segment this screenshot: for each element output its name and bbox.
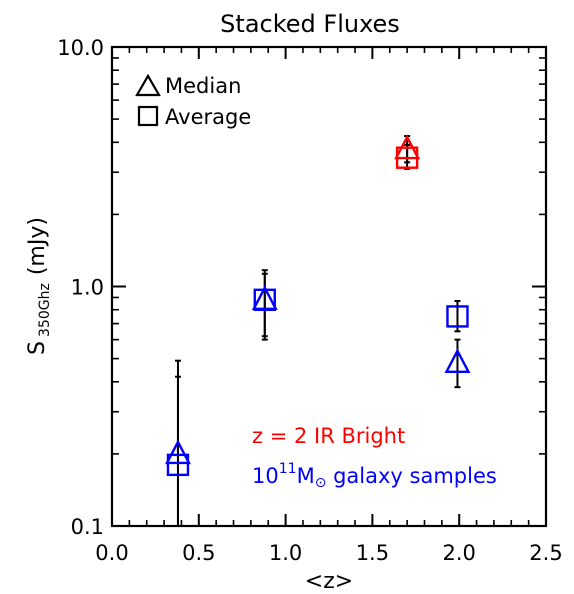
legend-triangle-marker [135, 73, 161, 97]
annotation-superscript: 11 [279, 461, 297, 477]
y-tick-label: 10.0 [57, 36, 104, 60]
annotation-ir-bright: z = 2 IR Bright [252, 424, 405, 448]
annotation-galaxy-samples: 1011M⊙ galaxy samples [252, 461, 497, 491]
annotation-sun-symbol: ⊙ [315, 475, 327, 491]
annotation-rest: galaxy samples [326, 464, 496, 488]
x-axis-ticks: 0.0 0.5 1.0 1.5 2.0 2.5 [95, 47, 563, 565]
x-tick-label: 0.0 [95, 541, 128, 565]
x-axis-label: <z> [305, 569, 353, 594]
y-axis-label-unit: (mJy) [25, 217, 50, 275]
legend-label-average: Average [165, 105, 251, 129]
average-square-marker [446, 305, 469, 328]
legend: Median Average [135, 73, 251, 129]
legend-square-marker [137, 105, 159, 127]
legend-label-median: Median [165, 74, 241, 98]
y-axis-label-subscript: 350Ghz [37, 283, 53, 337]
average-square-marker [395, 146, 419, 169]
x-tick-label: 0.5 [182, 541, 215, 565]
y-tick-label: 1.0 [71, 276, 104, 300]
x-tick-label: 1.5 [356, 541, 389, 565]
data-points [164, 134, 471, 526]
y-axis-ticks: 0.1 1.0 10.0 [57, 36, 546, 539]
annotation-base: 10 [252, 464, 279, 488]
median-triangle-marker [164, 439, 191, 465]
y-axis-label: S 350Ghz (mJy) [25, 217, 53, 355]
x-tick-label: 1.0 [269, 541, 302, 565]
annotation-mass-symbol: M [297, 464, 315, 488]
median-triangle-marker [444, 348, 471, 374]
y-tick-label: 0.1 [71, 515, 104, 539]
chart-title: Stacked Fluxes [220, 10, 400, 38]
y-axis-label-main: S [25, 341, 50, 355]
average-square-marker [253, 288, 276, 311]
x-tick-label: 2.0 [442, 541, 475, 565]
average-square-marker [166, 453, 190, 477]
x-tick-label: 2.5 [529, 541, 562, 565]
